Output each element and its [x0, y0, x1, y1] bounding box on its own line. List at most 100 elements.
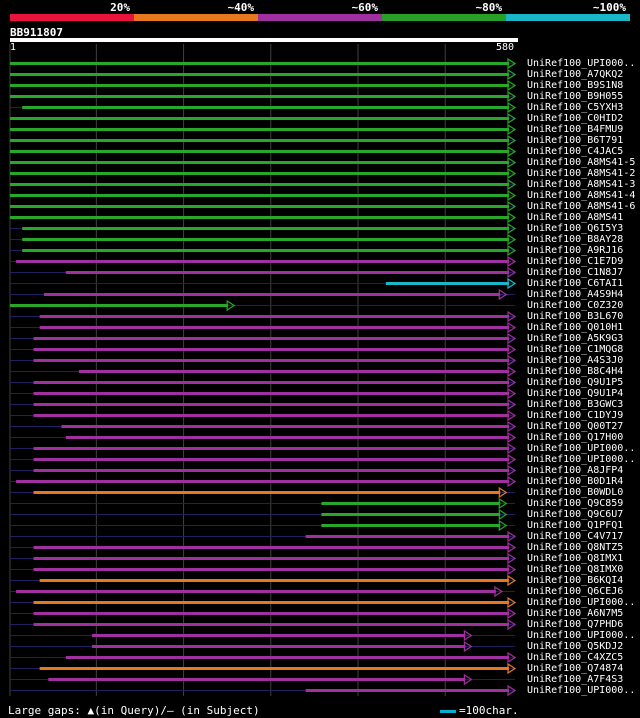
- hit-label[interactable]: UniRef100_C4V717: [527, 531, 624, 542]
- hit-label[interactable]: UniRef100_UPI000..: [527, 454, 636, 465]
- hit-segment: [22, 238, 510, 241]
- hit-label[interactable]: UniRef100_B3L670: [527, 311, 624, 322]
- hit-label[interactable]: UniRef100_B0WDL0: [527, 487, 624, 498]
- hit-segment: [10, 150, 509, 153]
- hit-label[interactable]: UniRef100_B6KQI4: [527, 575, 624, 586]
- hit-label[interactable]: UniRef100_A8MS41-4: [527, 190, 636, 201]
- hit-arrow: [507, 233, 517, 246]
- hit-segment: [44, 293, 501, 296]
- hit-label[interactable]: UniRef100_C1MQG8: [527, 344, 624, 355]
- hit-label[interactable]: UniRef100_UPI000..: [527, 443, 636, 454]
- hit-segment: [10, 117, 509, 120]
- legend-segment: [258, 14, 382, 21]
- hit-arrow: [507, 387, 517, 400]
- hit-row: [10, 277, 517, 290]
- hit-arrow: [507, 563, 517, 576]
- hit-label[interactable]: UniRef100_B9H055: [527, 91, 624, 102]
- hit-label[interactable]: UniRef100_A8MS41: [527, 212, 624, 223]
- hit-label[interactable]: UniRef100_C1N8J7: [527, 267, 624, 278]
- scale-legend: =100char.: [440, 704, 519, 717]
- hit-label[interactable]: UniRef100_B0D1R4: [527, 476, 624, 487]
- hit-segment: [65, 271, 510, 274]
- hit-label[interactable]: UniRef100_B4FMU9: [527, 124, 624, 135]
- hit-arrow: [494, 585, 504, 598]
- hit-label[interactable]: UniRef100_A8MS41-2: [527, 168, 636, 179]
- hit-label[interactable]: UniRef100_A7QKQ2: [527, 69, 624, 80]
- hit-label[interactable]: UniRef100_A4S3J0: [527, 355, 624, 366]
- hit-label[interactable]: UniRef100_A6N7M5: [527, 608, 624, 619]
- hit-arrow: [507, 552, 517, 565]
- hit-label[interactable]: UniRef100_B8C4H4: [527, 366, 624, 377]
- legend-label: ~80%: [475, 1, 503, 14]
- hit-label[interactable]: UniRef100_Q00T27: [527, 421, 624, 432]
- hit-arrow: [507, 684, 517, 697]
- hit-label[interactable]: UniRef100_UPI000..: [527, 597, 636, 608]
- hit-arrow: [507, 343, 517, 356]
- hit-label[interactable]: UniRef100_Q9U1P4: [527, 388, 624, 399]
- hit-label[interactable]: UniRef100_B3GWC3: [527, 399, 624, 410]
- hit-label[interactable]: UniRef100_C4XZC5: [527, 652, 624, 663]
- hit-label[interactable]: UniRef100_C6TAI1: [527, 278, 624, 289]
- hit-row: [10, 629, 515, 642]
- hit-label[interactable]: UniRef100_C4JAC5: [527, 146, 624, 157]
- hit-row: [10, 365, 517, 378]
- hit-arrow: [507, 68, 517, 81]
- legend-segment: [506, 14, 630, 21]
- hit-segment: [321, 524, 501, 527]
- hit-row: [10, 662, 517, 675]
- hit-row: [10, 134, 517, 147]
- hit-segment: [33, 568, 509, 571]
- hit-label[interactable]: UniRef100_A8MS41-5: [527, 157, 636, 168]
- hit-label[interactable]: UniRef100_Q74874: [527, 663, 624, 674]
- hit-segment: [10, 205, 509, 208]
- hit-label[interactable]: UniRef100_B6T791: [527, 135, 624, 146]
- hit-label[interactable]: UniRef100_UPI000..: [527, 58, 636, 69]
- hit-label[interactable]: UniRef100_Q8IMX0: [527, 564, 624, 575]
- hit-label[interactable]: UniRef100_A5K9G3: [527, 333, 624, 344]
- hit-row: [10, 68, 517, 81]
- hit-label[interactable]: UniRef100_Q17H00: [527, 432, 624, 443]
- hit-arrow: [507, 266, 517, 279]
- hit-arrow: [498, 519, 508, 532]
- hit-label[interactable]: UniRef100_C0HID2: [527, 113, 624, 124]
- hit-label[interactable]: UniRef100_Q9C859: [527, 498, 624, 509]
- hit-label[interactable]: UniRef100_UPI000..: [527, 630, 636, 641]
- hit-label[interactable]: UniRef100_C1E7D9: [527, 256, 624, 267]
- hit-label[interactable]: UniRef100_C1DYJ9: [527, 410, 624, 421]
- hit-segment: [10, 73, 509, 76]
- hit-label[interactable]: UniRef100_Q8NTZ5: [527, 542, 624, 553]
- hit-label[interactable]: UniRef100_C0Z320: [527, 300, 624, 311]
- hit-label[interactable]: UniRef100_Q8IMX1: [527, 553, 624, 564]
- hit-label[interactable]: UniRef100_Q7PHD6: [527, 619, 624, 630]
- hit-label[interactable]: UniRef100_A8MS41-6: [527, 201, 636, 212]
- hit-label[interactable]: UniRef100_A8MS41-3: [527, 179, 636, 190]
- hit-label[interactable]: UniRef100_Q1PFQ1: [527, 520, 624, 531]
- hit-row: [10, 563, 517, 576]
- hit-label[interactable]: UniRef100_B9S1N8: [527, 80, 624, 91]
- hit-arrow: [507, 167, 517, 180]
- hit-label[interactable]: UniRef100_UPI000..: [527, 685, 636, 696]
- hit-label[interactable]: UniRef100_B8AY28: [527, 234, 624, 245]
- hit-label[interactable]: UniRef100_Q5KDJ2: [527, 641, 624, 652]
- hit-label[interactable]: UniRef100_Q6I5Y3: [527, 223, 624, 234]
- hit-segment: [33, 381, 509, 384]
- hit-segment: [33, 359, 509, 362]
- hit-label[interactable]: UniRef100_C5YXH3: [527, 102, 624, 113]
- hit-row: [10, 310, 517, 323]
- hit-label[interactable]: UniRef100_A8JFP4: [527, 465, 624, 476]
- hit-label[interactable]: UniRef100_A7F4S3: [527, 674, 624, 685]
- hit-row: [10, 266, 517, 279]
- hit-label[interactable]: UniRef100_Q010H1: [527, 322, 624, 333]
- hit-segment: [321, 513, 501, 516]
- hit-label[interactable]: UniRef100_Q9U1P5: [527, 377, 624, 388]
- hit-label[interactable]: UniRef100_A9RJ16: [527, 245, 624, 256]
- hit-arrow: [507, 376, 517, 389]
- hit-label[interactable]: UniRef100_Q9C6U7: [527, 509, 624, 520]
- hit-label[interactable]: UniRef100_Q6CEJ6: [527, 586, 624, 597]
- hit-label[interactable]: UniRef100_A4S9H4: [527, 289, 624, 300]
- hit-segment: [39, 579, 510, 582]
- hit-arrow: [507, 211, 517, 224]
- hit-row: [10, 211, 517, 224]
- hit-row: [10, 79, 517, 92]
